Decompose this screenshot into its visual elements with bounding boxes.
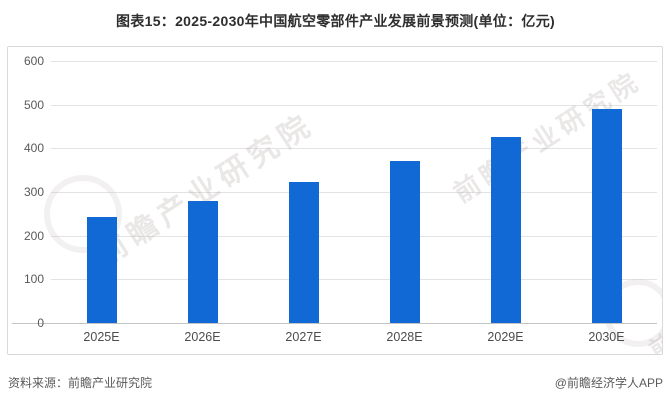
bar-2028E: [389, 160, 420, 323]
gridline: [51, 192, 657, 193]
gridline: [51, 148, 657, 150]
bar-column-2026E: [152, 61, 253, 323]
bar-2027E: [288, 181, 319, 323]
y-tick-label: 0: [37, 316, 44, 330]
chart-plot-area: 0 100 200 300 400 500 600 前瞻产业研究院 前瞻产业研究院 前瞻产业…: [7, 46, 663, 355]
y-tick-label: 500: [23, 97, 44, 112]
x-tick-label: 2025E: [83, 330, 120, 344]
bar-column-2030E: [556, 61, 657, 323]
bar-2025E: [86, 216, 117, 323]
x-tick-label: 2030E: [588, 330, 625, 344]
y-tick-label: 300: [23, 185, 44, 199]
gridline: [51, 104, 657, 106]
y-tick-label: 400: [23, 141, 44, 156]
bar-column-2025E: [51, 61, 152, 323]
x-tick-label: 2026E: [184, 330, 221, 344]
bar-series: [51, 61, 657, 323]
chart-title: 图表15：2025-2030年中国航空零部件产业发展前景预测(单位：亿元): [116, 13, 555, 29]
x-tick-label: 2028E: [386, 330, 423, 344]
x-tick-label: 2027E: [285, 330, 322, 344]
source-note: 资料来源：前瞻产业研究院: [8, 376, 153, 390]
gridline: [51, 61, 657, 62]
y-tick-label: 200: [23, 228, 44, 243]
bar-2029E: [490, 136, 521, 323]
bar-column-2029E: [455, 61, 556, 323]
x-axis-line: [12, 323, 657, 324]
gridline: [51, 279, 657, 281]
y-tick-label: 100: [23, 272, 44, 287]
x-axis-tick-labels: 2025E 2026E 2027E 2028E 2029E 2030E: [51, 330, 657, 344]
bar-column-2027E: [253, 61, 354, 323]
x-tick-label: 2029E: [487, 330, 524, 344]
gridline: [51, 235, 657, 237]
bar-column-2028E: [354, 61, 455, 323]
bar-2030E: [591, 108, 622, 323]
bar-2026E: [187, 200, 218, 323]
y-tick-label: 600: [23, 54, 44, 68]
brand-note: @前瞻经济学人APP: [554, 376, 663, 390]
